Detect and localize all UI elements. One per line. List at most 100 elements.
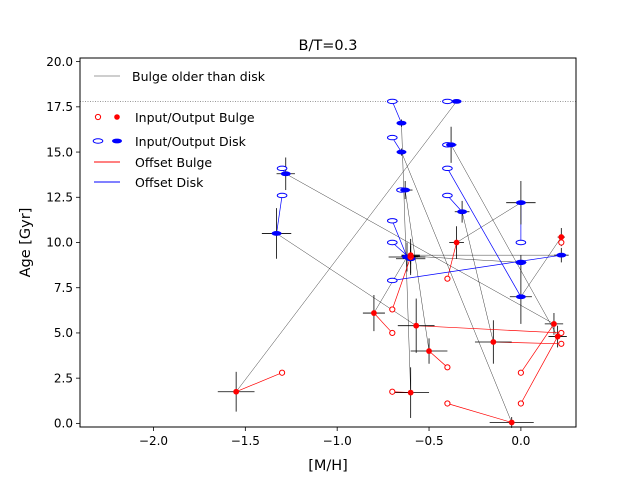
y-axis: 0.0 2.5 5.0 7.5 10.0 12.5 15.0 17.5 20.0: [46, 55, 80, 431]
bulge-output-point: [426, 348, 432, 354]
y-tick-label: 0.0: [54, 417, 73, 431]
y-axis-label: Age [Gyr]: [18, 208, 34, 278]
y-tick-label: 15.0: [46, 145, 73, 159]
bulge-input-point: [558, 329, 565, 337]
disk-input-point: [386, 98, 398, 105]
bulge-input-point: [558, 340, 565, 347]
bulge-offset-line: [428, 350, 448, 368]
disk-output-point: [271, 231, 282, 236]
y-tick-label: 2.5: [54, 371, 73, 385]
disk-input-point: [442, 98, 453, 105]
bulge-output-point: [233, 388, 240, 395]
disk-output-point: [396, 149, 407, 155]
legend-swatch-disk-input: [92, 138, 104, 144]
disk-output-point: [556, 252, 567, 258]
bulge-input-point: [444, 400, 451, 407]
legend-label-bulge-markers: Input/Output Bulge: [135, 110, 255, 125]
y-tick-label: 12.5: [46, 190, 73, 204]
x-axis: −2.0 −1.5 −1.0 −0.5 0.0: [139, 427, 530, 448]
galaxy-link-line: [450, 144, 558, 337]
disk-offset-line: [447, 195, 463, 212]
bulge-output-point: [407, 389, 414, 396]
legend: Bulge older than disk Input/Output Bulge…: [92, 69, 266, 190]
galaxy-link-line: [520, 236, 562, 297]
disk-offset-line: [447, 168, 522, 297]
x-tick-label: −1.0: [323, 434, 352, 448]
bulge-input-point: [517, 369, 524, 376]
disk-input-point: [386, 134, 398, 141]
bulge-input-point: [444, 364, 451, 371]
bulge-input-point: [389, 329, 396, 337]
y-tick-label: 10.0: [46, 236, 73, 250]
galaxy-link-line: [404, 190, 430, 352]
disk-input-point: [442, 165, 453, 172]
y-tick-label: 17.5: [46, 100, 73, 114]
x-tick-label: −2.0: [139, 434, 168, 448]
galaxy-link-line: [401, 151, 512, 423]
x-tick-label: −1.5: [231, 434, 260, 448]
chart-title: B/T=0.3: [299, 38, 358, 54]
disk-output-point: [446, 142, 457, 148]
disk-input-point: [386, 239, 398, 246]
x-tick-label: −0.5: [414, 434, 443, 448]
legend-label-bulge-older: Bulge older than disk: [132, 69, 266, 84]
y-tick-label: 20.0: [46, 55, 73, 69]
legend-label-offset-bulge: Offset Bulge: [135, 155, 212, 170]
bulge-output-point: [558, 234, 565, 240]
disk-input-point: [276, 165, 288, 172]
disk-input-point: [442, 192, 453, 199]
disk-input-point: [515, 239, 527, 246]
galaxy-link-line: [373, 256, 408, 314]
galaxy-link-line: [461, 211, 494, 343]
bulge-offset-line: [391, 256, 411, 310]
bulge-input-point: [278, 369, 286, 376]
x-tick-label: 0.0: [511, 434, 530, 448]
bulge-output-point: [551, 320, 557, 327]
galaxy-link-line: [456, 202, 522, 243]
bulge-output-point: [453, 239, 460, 246]
disk-offset-line: [392, 254, 562, 281]
disk-output-point: [515, 259, 526, 265]
galaxy-link-line: [285, 173, 555, 325]
disk-output-point: [515, 200, 526, 206]
bulge-output-point: [508, 419, 515, 426]
legend-label-disk-markers: Input/Output Disk: [135, 134, 247, 149]
bulge-output-point: [371, 310, 377, 316]
bulge-input-point: [558, 239, 565, 246]
legend-swatch-bulge-input: [94, 113, 102, 121]
y-tick-label: 7.5: [54, 281, 73, 295]
bulge-offset-line: [416, 325, 562, 334]
galaxy-link-line: [235, 101, 457, 392]
disk-output-point: [396, 120, 407, 126]
bulge-input-point: [389, 306, 396, 313]
marker-layer: [233, 98, 567, 426]
bulge-offset-line: [447, 403, 512, 423]
disk-input-point: [276, 192, 288, 199]
legend-swatch-bulge-output: [114, 114, 120, 120]
bulge-output-point: [490, 339, 497, 345]
bulge-input-point: [517, 400, 524, 407]
bulge-output-point: [554, 333, 561, 340]
bulge-output-point: [407, 253, 414, 259]
disk-offset-line: [391, 101, 402, 124]
disk-output-point: [280, 171, 291, 177]
disk-output-point: [451, 99, 462, 104]
link-layer: [235, 101, 562, 423]
disk-output-point: [457, 209, 468, 215]
galaxy-link-line: [410, 255, 521, 263]
bulge-offset-line: [236, 372, 283, 393]
bulge-input-point: [389, 388, 396, 395]
bulge-offset-line: [520, 336, 558, 404]
y-tick-label: 5.0: [54, 326, 73, 340]
disk-offset-line: [276, 195, 283, 234]
legend-swatch-disk-output: [112, 138, 122, 144]
bulge-input-point: [444, 275, 451, 282]
bulge-offset-line: [447, 242, 457, 279]
disk-offset-line: [391, 220, 408, 258]
legend-label-offset-disk: Offset Disk: [135, 175, 204, 190]
disk-output-point: [400, 187, 411, 193]
disk-output-point: [515, 294, 526, 300]
x-axis-label: [M/H]: [308, 458, 348, 474]
